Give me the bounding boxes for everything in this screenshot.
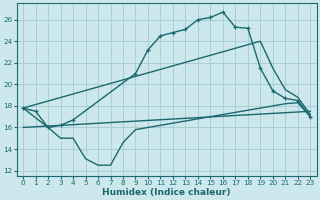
X-axis label: Humidex (Indice chaleur): Humidex (Indice chaleur) [102, 188, 231, 197]
